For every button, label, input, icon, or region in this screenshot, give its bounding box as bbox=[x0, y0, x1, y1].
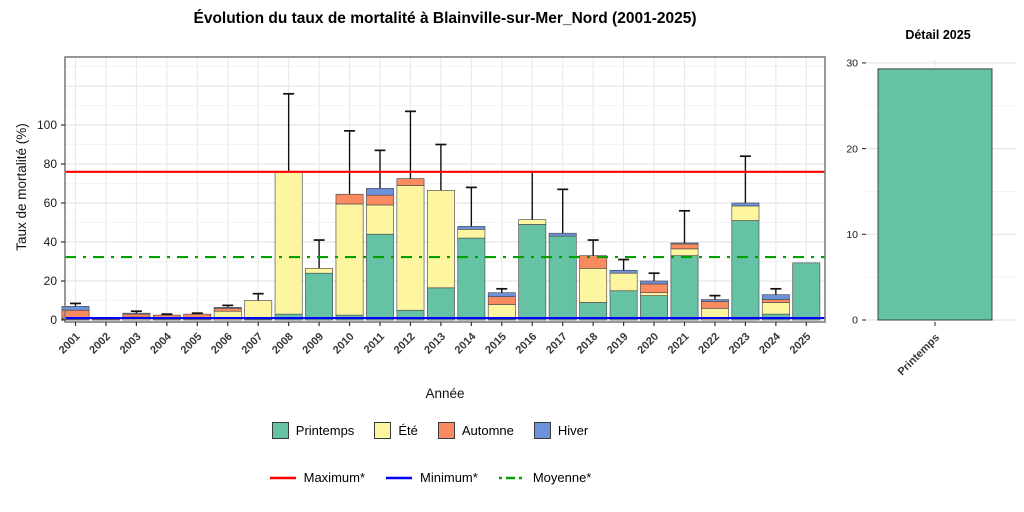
legend-label: Maximum* bbox=[303, 470, 366, 485]
detail-chart-title: Détail 2025 bbox=[905, 28, 971, 42]
moyenne-line-icon bbox=[498, 476, 525, 479]
legend-item-printemps: Printemps bbox=[271, 422, 355, 439]
svg-text:80: 80 bbox=[44, 157, 58, 171]
svg-text:40: 40 bbox=[44, 235, 58, 249]
legend-item-automne: Automne bbox=[437, 422, 514, 439]
svg-text:0: 0 bbox=[50, 313, 57, 327]
svg-text:20: 20 bbox=[846, 143, 858, 155]
seasons-legend: Printemps Été Automne Hiver bbox=[0, 422, 860, 439]
printemps-swatch-icon bbox=[271, 422, 289, 439]
legend-label: Minimum* bbox=[420, 470, 478, 485]
svg-text:0: 0 bbox=[852, 315, 858, 327]
legend-item-ete: Été bbox=[374, 422, 418, 439]
svg-text:10: 10 bbox=[846, 229, 858, 241]
legend-label: Été bbox=[398, 423, 418, 438]
legend-label: Moyenne* bbox=[532, 470, 592, 485]
minimum-line-icon bbox=[386, 476, 413, 479]
svg-text:20: 20 bbox=[44, 274, 58, 288]
legend-item-minimum: Minimum* bbox=[385, 470, 478, 485]
legend-item-hiver: Hiver bbox=[533, 422, 589, 439]
hiver-swatch-icon bbox=[533, 422, 551, 439]
ref-lines-legend: Maximum* Minimum* Moyenne* bbox=[0, 470, 860, 485]
svg-text:Printemps: Printemps bbox=[896, 332, 943, 379]
svg-text:60: 60 bbox=[44, 196, 58, 210]
automne-swatch-icon bbox=[437, 422, 455, 439]
legend-item-maximum: Maximum* bbox=[269, 470, 365, 485]
legend-label: Printemps bbox=[295, 423, 355, 438]
main-chart-title: Évolution du taux de mortalité à Blainvi… bbox=[193, 10, 697, 27]
x-axis-title: Année bbox=[425, 386, 465, 401]
ete-swatch-icon bbox=[374, 422, 392, 439]
svg-text:30: 30 bbox=[846, 58, 858, 70]
svg-text:100: 100 bbox=[37, 118, 57, 132]
legend-label: Hiver bbox=[557, 423, 589, 438]
legend-item-moyenne: Moyenne* bbox=[498, 470, 592, 485]
maximum-line-icon bbox=[269, 476, 296, 479]
legend-label: Automne bbox=[461, 423, 514, 438]
